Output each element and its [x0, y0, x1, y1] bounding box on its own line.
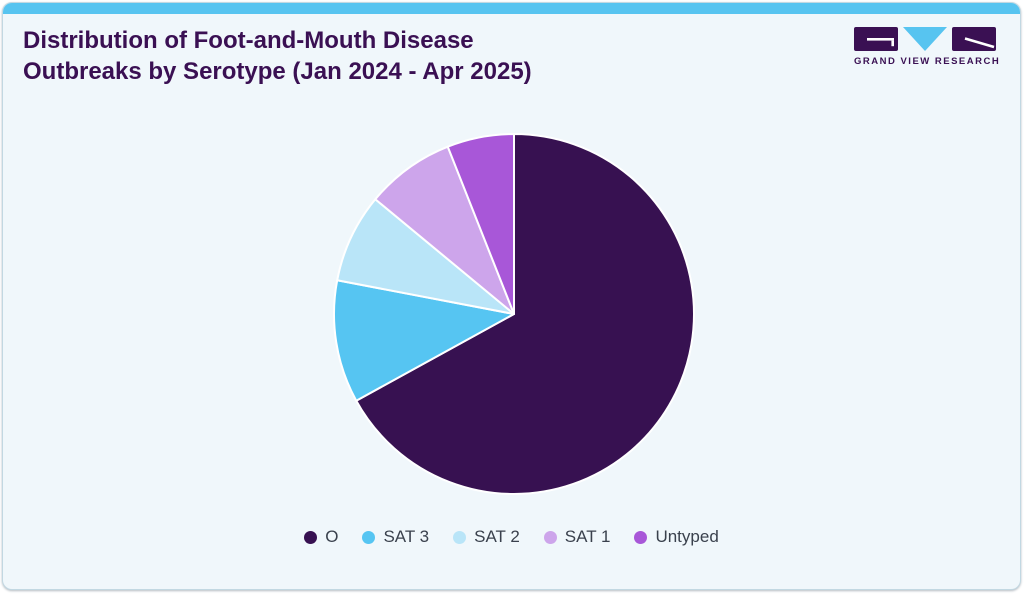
chart-legend: O SAT 3 SAT 2 SAT 1 Untyped — [3, 527, 1020, 547]
pie-slice-sat-1[interactable] — [374, 145, 515, 315]
legend-swatch-icon — [543, 530, 557, 544]
chart-title: Distribution of Foot-and-Mouth Disease O… — [23, 25, 532, 87]
legend-label: O — [325, 527, 339, 546]
legend-label: SAT 3 — [383, 527, 430, 546]
top-accent-bar — [3, 3, 1020, 14]
legend-label: SAT 1 — [564, 527, 611, 546]
legend-label: SAT 2 — [474, 527, 520, 546]
pie-slice-sat-3[interactable] — [333, 279, 515, 402]
legend-item-sat-2[interactable]: SAT 2 — [453, 527, 520, 547]
brand-logo: GRAND VIEW RESEARCH — [854, 27, 1001, 67]
pie-slice-sat-2[interactable] — [336, 198, 515, 315]
title-line-2: Outbreaks by Serotype (Jan 2024 - Apr 20… — [23, 58, 532, 85]
legend-swatch-icon — [304, 530, 318, 544]
gvr-logo-icon — [854, 27, 996, 51]
pie-slice-o[interactable] — [355, 133, 695, 495]
legend-item-sat-3[interactable]: SAT 3 — [362, 527, 429, 547]
legend-item-o[interactable]: O — [304, 527, 338, 547]
legend-item-untyped[interactable]: Untyped — [634, 527, 719, 547]
pie-chart — [333, 133, 695, 495]
brand-name: GRAND VIEW RESEARCH — [854, 56, 1001, 67]
pie-slice-untyped[interactable] — [446, 133, 515, 315]
legend-swatch-icon — [634, 530, 648, 544]
legend-swatch-icon — [453, 530, 467, 544]
legend-swatch-icon — [362, 530, 376, 544]
legend-item-sat-1[interactable]: SAT 1 — [543, 527, 611, 547]
title-line-1: Distribution of Foot-and-Mouth Disease — [23, 27, 474, 54]
legend-label: Untyped — [655, 527, 719, 546]
